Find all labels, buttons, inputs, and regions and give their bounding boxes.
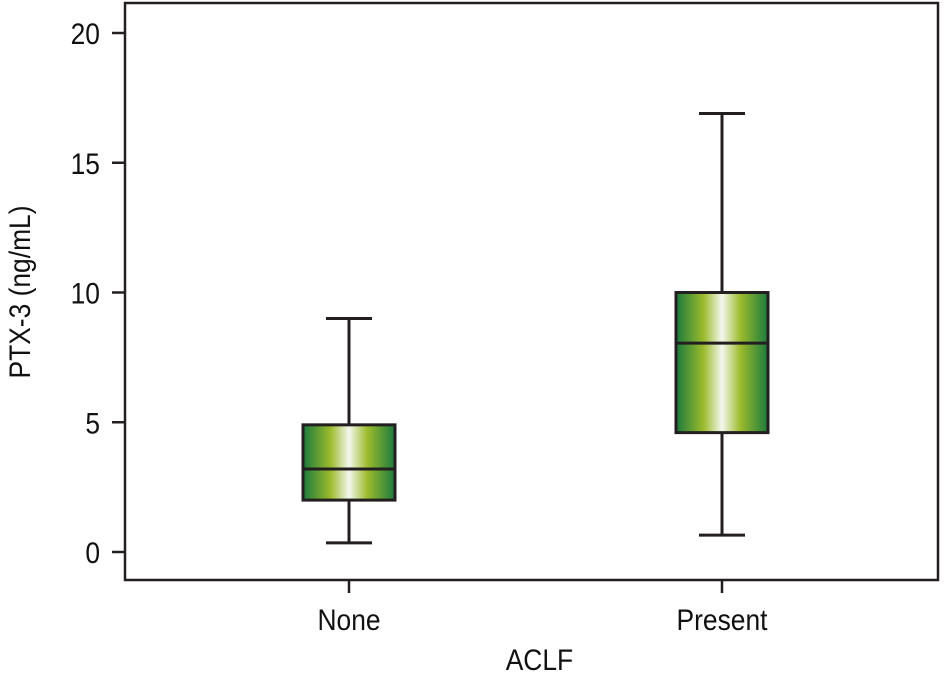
y-tick-label: 20 (71, 16, 100, 50)
box-none (301, 316, 397, 545)
plot-frame (123, 1, 940, 582)
y-axis: 0 5 10 15 20 (71, 16, 125, 569)
iqr-box (674, 291, 770, 435)
y-tick-label: 15 (71, 146, 100, 180)
x-tick-label: Present (677, 602, 768, 636)
y-tick-label: 5 (85, 406, 100, 440)
y-tick-label: 0 (85, 535, 100, 569)
box-present (674, 111, 770, 537)
boxes (301, 111, 770, 545)
y-tick-label: 10 (71, 276, 100, 310)
y-axis-label: PTX-3 (ng/mL) (2, 205, 36, 378)
iqr-box (301, 423, 397, 502)
x-tick-label: None (317, 602, 380, 636)
x-axis: None Present (317, 580, 768, 636)
x-axis-label: ACLF (506, 642, 573, 675)
